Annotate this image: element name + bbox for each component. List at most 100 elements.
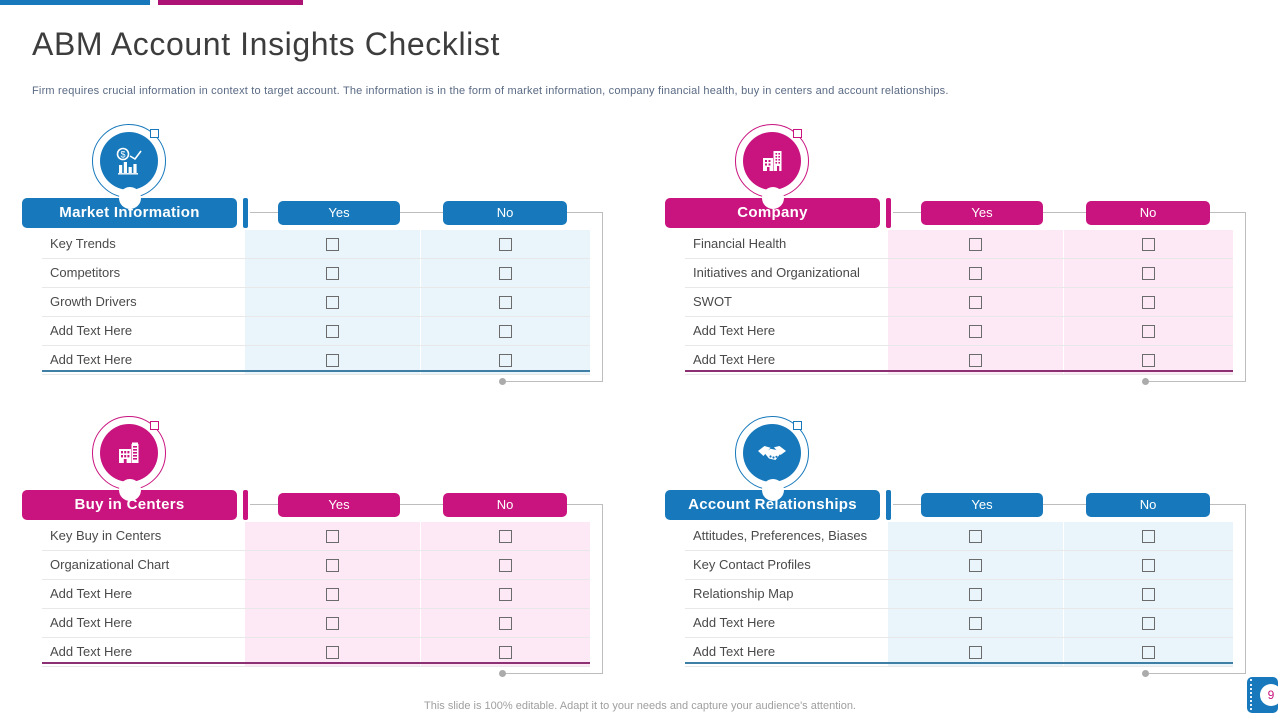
checkbox-icon[interactable]: [326, 616, 339, 630]
checkbox-icon[interactable]: [1142, 529, 1155, 543]
checkbox-icon[interactable]: [1142, 237, 1155, 251]
checkbox-icon[interactable]: [499, 558, 512, 572]
row-label: Add Text Here: [42, 609, 245, 637]
bracket-line: [503, 381, 603, 382]
yes-checkbox-cell[interactable]: [888, 580, 1063, 608]
yes-checkbox-cell[interactable]: [245, 551, 420, 579]
table-bottom-rule: [42, 662, 590, 664]
account-relationships-table: Account Relationships Yes No Attitudes, …: [665, 416, 1246, 680]
no-checkbox-cell[interactable]: [420, 638, 590, 666]
checkbox-icon[interactable]: [969, 529, 982, 543]
checkbox-icon[interactable]: [1142, 295, 1155, 309]
yes-checkbox-cell[interactable]: [888, 259, 1063, 287]
top-accent-bar-pink: [158, 0, 303, 5]
no-checkbox-cell[interactable]: [1063, 230, 1233, 258]
yes-checkbox-cell[interactable]: [888, 522, 1063, 550]
market-information-medallion: $: [92, 124, 166, 200]
footer-note: This slide is 100% editable. Adapt it to…: [424, 700, 856, 712]
no-checkbox-cell[interactable]: [420, 609, 590, 637]
checkbox-icon[interactable]: [969, 295, 982, 309]
no-checkbox-cell[interactable]: [420, 288, 590, 316]
checkbox-icon[interactable]: [1142, 353, 1155, 367]
no-checkbox-cell[interactable]: [420, 580, 590, 608]
no-checkbox-cell[interactable]: [420, 522, 590, 550]
checkbox-icon[interactable]: [969, 616, 982, 630]
no-checkbox-cell[interactable]: [1063, 580, 1233, 608]
no-checkbox-cell[interactable]: [1063, 638, 1233, 666]
checkbox-icon[interactable]: [326, 558, 339, 572]
bracket-line: [602, 212, 603, 382]
checkbox-icon[interactable]: [1142, 587, 1155, 601]
checkbox-icon[interactable]: [1142, 616, 1155, 630]
table-rows: Key Trends Competitors Growth Drivers Ad…: [42, 230, 590, 375]
checkbox-icon[interactable]: [499, 529, 512, 543]
no-checkbox-cell[interactable]: [1063, 522, 1233, 550]
checkbox-icon[interactable]: [499, 295, 512, 309]
ring-square-decoration: [793, 421, 802, 430]
yes-checkbox-cell[interactable]: [888, 609, 1063, 637]
yes-checkbox-cell[interactable]: [888, 346, 1063, 374]
yes-checkbox-cell[interactable]: [245, 609, 420, 637]
checkbox-icon[interactable]: [969, 587, 982, 601]
checkbox-icon[interactable]: [499, 353, 512, 367]
no-checkbox-cell[interactable]: [420, 259, 590, 287]
checkbox-icon[interactable]: [326, 324, 339, 338]
no-checkbox-cell[interactable]: [1063, 346, 1233, 374]
checkbox-icon[interactable]: [969, 558, 982, 572]
yes-checkbox-cell[interactable]: [245, 288, 420, 316]
checkbox-icon[interactable]: [326, 587, 339, 601]
checkbox-icon[interactable]: [1142, 324, 1155, 338]
bracket-line: [1245, 212, 1246, 382]
no-checkbox-cell[interactable]: [1063, 551, 1233, 579]
no-checkbox-cell[interactable]: [1063, 259, 1233, 287]
yes-checkbox-cell[interactable]: [245, 580, 420, 608]
no-checkbox-cell[interactable]: [1063, 317, 1233, 345]
yes-checkbox-cell[interactable]: [888, 230, 1063, 258]
checkbox-icon[interactable]: [499, 645, 512, 659]
checkbox-icon[interactable]: [326, 266, 339, 280]
row-label: Add Text Here: [42, 638, 245, 666]
checkbox-icon[interactable]: [969, 645, 982, 659]
no-checkbox-cell[interactable]: [420, 551, 590, 579]
checkbox-icon[interactable]: [1142, 266, 1155, 280]
checkbox-icon[interactable]: [499, 324, 512, 338]
ring-square-decoration: [793, 129, 802, 138]
checkbox-icon[interactable]: [499, 616, 512, 630]
checkbox-icon[interactable]: [499, 266, 512, 280]
yes-checkbox-cell[interactable]: [888, 551, 1063, 579]
checkbox-icon[interactable]: [499, 237, 512, 251]
yes-checkbox-cell[interactable]: [245, 317, 420, 345]
yes-checkbox-cell[interactable]: [888, 317, 1063, 345]
table-row: Add Text Here: [42, 638, 590, 667]
yes-checkbox-cell[interactable]: [245, 259, 420, 287]
yes-checkbox-cell[interactable]: [888, 638, 1063, 666]
yes-checkbox-cell[interactable]: [245, 346, 420, 374]
table-row: Add Text Here: [685, 638, 1233, 667]
checkbox-icon[interactable]: [499, 587, 512, 601]
checkbox-icon[interactable]: [1142, 558, 1155, 572]
no-checkbox-cell[interactable]: [420, 230, 590, 258]
yes-checkbox-cell[interactable]: [245, 638, 420, 666]
no-checkbox-cell[interactable]: [420, 317, 590, 345]
checkbox-icon[interactable]: [326, 353, 339, 367]
yes-checkbox-cell[interactable]: [245, 230, 420, 258]
yes-checkbox-cell[interactable]: [245, 522, 420, 550]
no-checkbox-cell[interactable]: [420, 346, 590, 374]
bracket-line: [1245, 504, 1246, 674]
checkbox-icon[interactable]: [969, 237, 982, 251]
checkbox-icon[interactable]: [326, 529, 339, 543]
checkbox-icon[interactable]: [969, 353, 982, 367]
checkbox-icon[interactable]: [326, 295, 339, 309]
checkbox-icon[interactable]: [969, 324, 982, 338]
checkbox-icon[interactable]: [1142, 645, 1155, 659]
page-subtitle: Firm requires crucial information in con…: [32, 85, 949, 97]
table-row: Add Text Here: [685, 346, 1233, 375]
company-building-icon: [743, 132, 801, 190]
market-information-table: $ Market Information Yes No Key Trends C…: [22, 124, 603, 388]
checkbox-icon[interactable]: [326, 645, 339, 659]
checkbox-icon[interactable]: [969, 266, 982, 280]
checkbox-icon[interactable]: [326, 237, 339, 251]
yes-checkbox-cell[interactable]: [888, 288, 1063, 316]
no-checkbox-cell[interactable]: [1063, 288, 1233, 316]
no-checkbox-cell[interactable]: [1063, 609, 1233, 637]
